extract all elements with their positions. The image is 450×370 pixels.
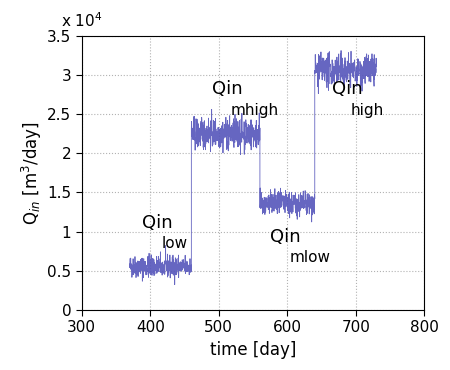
- Text: Qin: Qin: [270, 228, 301, 246]
- Text: mhigh: mhigh: [231, 103, 279, 118]
- Text: low: low: [161, 236, 187, 251]
- Text: Qin: Qin: [212, 80, 243, 98]
- Text: high: high: [351, 103, 384, 118]
- X-axis label: time [day]: time [day]: [210, 341, 296, 359]
- Y-axis label: Q$_{in}$ [m$^3$/day]: Q$_{in}$ [m$^3$/day]: [20, 121, 44, 225]
- Text: x 10$^4$: x 10$^4$: [61, 11, 103, 30]
- Text: Qin: Qin: [142, 213, 173, 232]
- Text: Qin: Qin: [332, 80, 363, 98]
- Text: mlow: mlow: [289, 250, 330, 265]
